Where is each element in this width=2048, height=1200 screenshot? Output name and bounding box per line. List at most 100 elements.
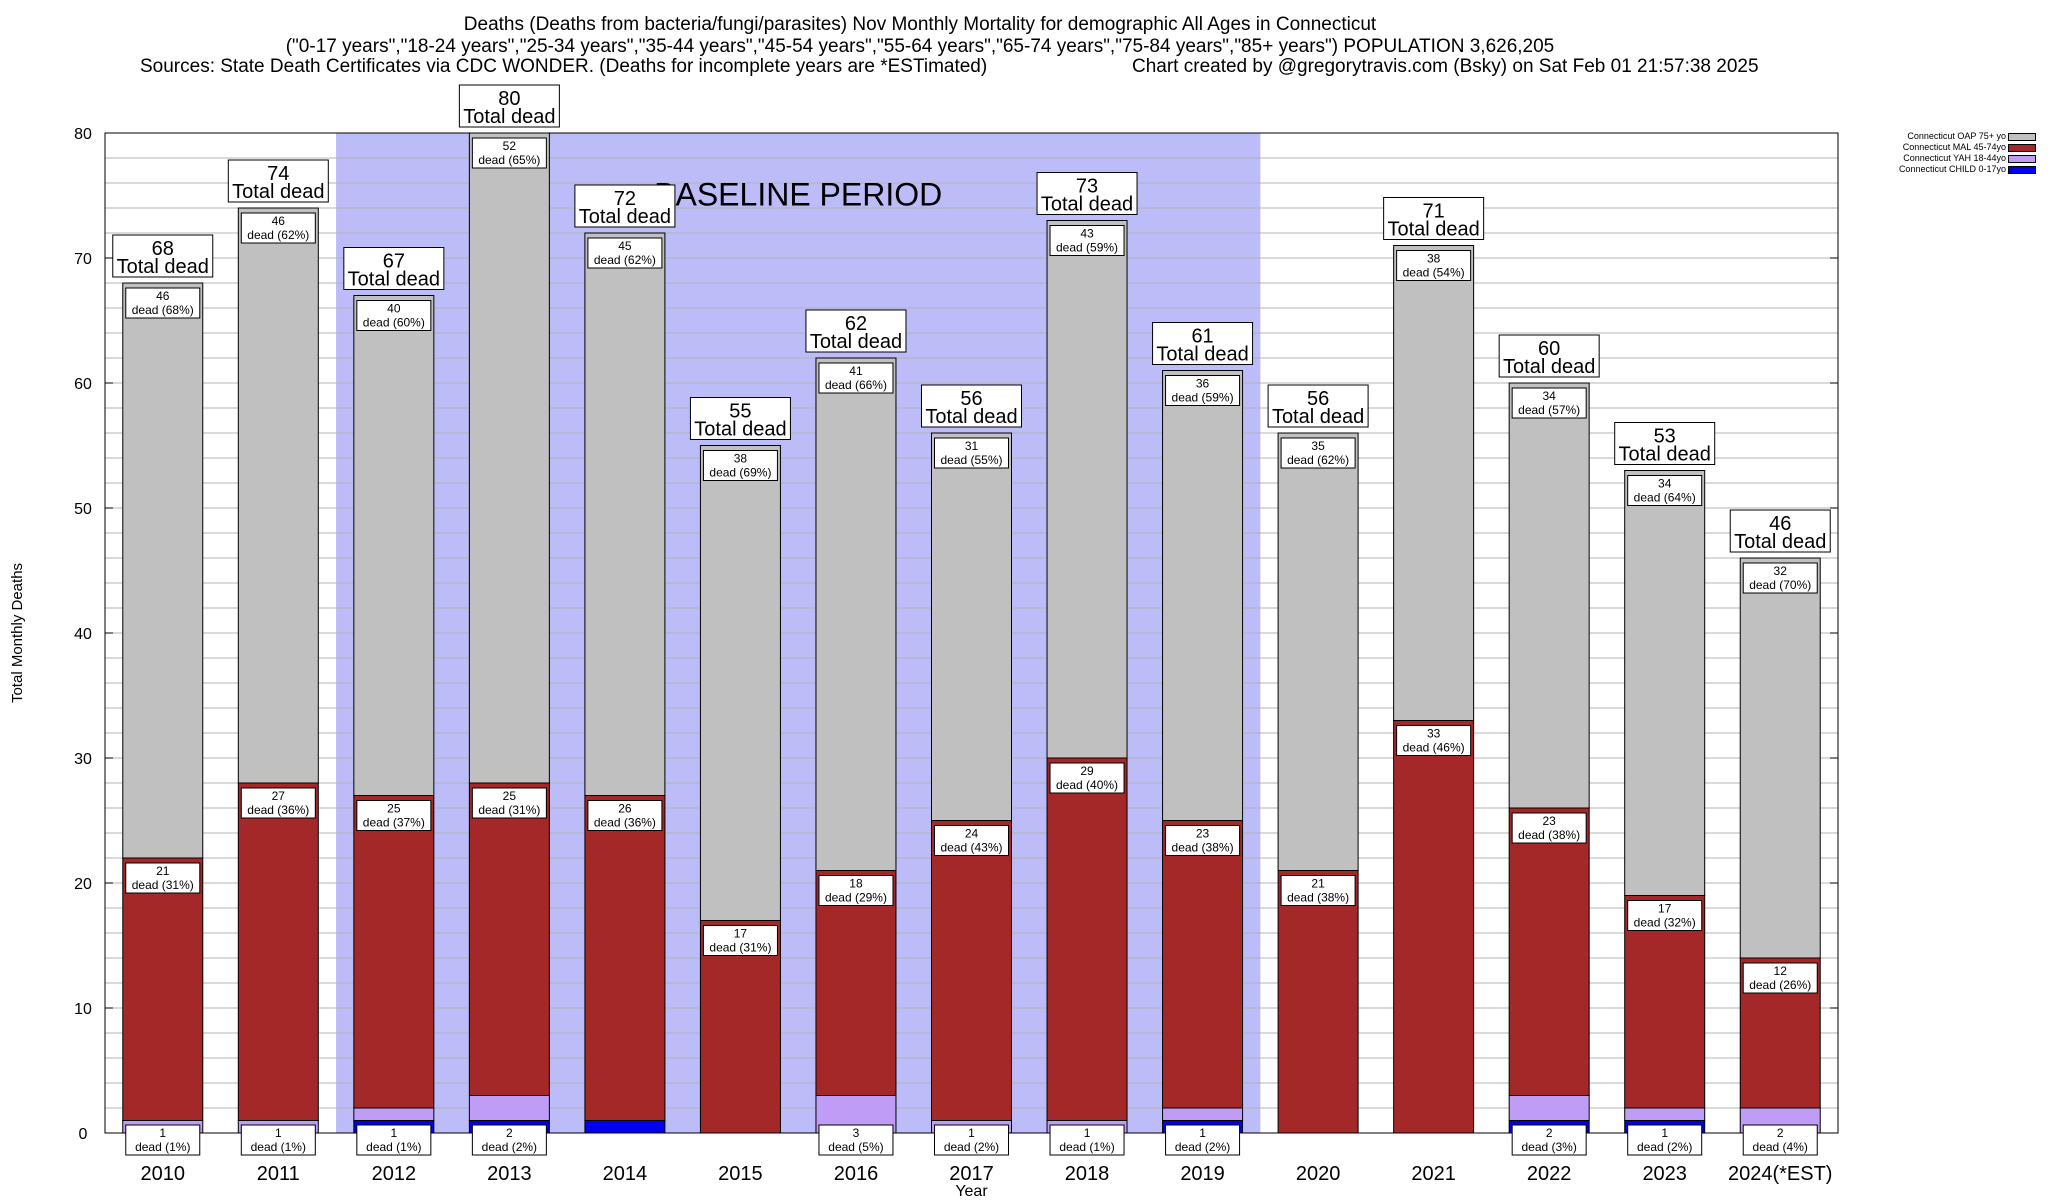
- bar-segment: [122, 857, 204, 1121]
- segment-label-box: [356, 800, 432, 831]
- total-label: Total dead: [1156, 344, 1248, 366]
- total-box: [689, 397, 791, 440]
- title-line-1: Deaths (Deaths from bacteria/fungi/paras…: [463, 14, 1377, 35]
- segment-value: 34: [1542, 389, 1556, 403]
- segment-pct: dead (37%): [363, 816, 425, 830]
- segment-pct: dead (69%): [709, 466, 771, 480]
- bar-segment: [237, 207, 319, 784]
- total-value: 71: [1423, 201, 1445, 223]
- segment-label-box: [125, 287, 201, 319]
- segment-pct: dead (3%): [1521, 1140, 1576, 1154]
- segment-pct: dead (54%): [1403, 266, 1465, 280]
- x-tick-label: 2020: [1296, 1163, 1341, 1185]
- segment-value: 52: [503, 139, 517, 153]
- bar-segment: [584, 795, 666, 1121]
- segment-label-box: [240, 212, 316, 244]
- bar-segment: [353, 1107, 435, 1121]
- segment-value: 38: [1427, 252, 1441, 266]
- segment-pct: dead (2%): [1637, 1140, 1692, 1154]
- segment-pct: dead (1%): [135, 1140, 190, 1154]
- bar-segment: [1162, 370, 1244, 821]
- legend-swatch: [2008, 155, 2036, 163]
- segment-value: 17: [734, 927, 748, 941]
- total-label: Total dead: [1387, 219, 1479, 241]
- bar-segment: [1739, 557, 1821, 959]
- bar-segment: [931, 432, 1012, 821]
- segment-label-box: [934, 825, 1009, 856]
- total-label: Total dead: [463, 106, 555, 128]
- segment-pct: dead (62%): [247, 228, 309, 242]
- segment-pct: dead (38%): [1518, 828, 1580, 842]
- segment-label-box: [587, 800, 663, 831]
- segment-value: 17: [1658, 902, 1672, 916]
- total-label: Total dead: [1503, 356, 1595, 378]
- segment-value: 33: [1427, 727, 1441, 741]
- segment-pct: dead (36%): [594, 816, 656, 830]
- y-tick-label: 80: [74, 126, 92, 143]
- segment-value: 43: [1080, 227, 1094, 241]
- segment-label-box: [702, 450, 778, 481]
- segment-label-box: [702, 925, 778, 956]
- y-axis-label: Total Monthly Deaths: [9, 563, 26, 703]
- total-value: 67: [383, 251, 405, 273]
- x-tick-label: 2018: [1065, 1163, 1110, 1185]
- segment-value: 12: [1774, 964, 1788, 978]
- total-label: Total dead: [1272, 406, 1364, 428]
- legend-label: Connecticut CHILD 0-17yo: [1898, 164, 2006, 174]
- total-box: [574, 184, 676, 228]
- total-box: [921, 384, 1022, 428]
- segment-pct: dead (70%): [1749, 578, 1811, 592]
- total-value: 72: [614, 188, 636, 210]
- segment-value: 1: [159, 1126, 166, 1140]
- bar-segment: [584, 232, 666, 796]
- segment-value: 1: [1084, 1126, 1091, 1140]
- total-value: 56: [960, 388, 982, 410]
- y-tick-label: 0: [79, 1126, 88, 1143]
- segment-value: 2: [1777, 1126, 1784, 1140]
- y-tick-label: 50: [74, 501, 92, 518]
- segment-label-box: [125, 862, 201, 894]
- bar-segment: [1046, 220, 1128, 759]
- total-value: 46: [1769, 513, 1791, 535]
- segment-pct: dead (62%): [1287, 453, 1349, 467]
- bar-segment: [1508, 1095, 1590, 1121]
- total-label: Total dead: [579, 206, 671, 228]
- total-box: [1498, 334, 1600, 378]
- segment-pct: dead (60%): [363, 316, 425, 330]
- segment-value: 23: [1196, 827, 1210, 841]
- legend-swatch: [2008, 166, 2036, 174]
- legend-swatch: [2008, 144, 2036, 152]
- x-tick-label: 2022: [1527, 1163, 1572, 1185]
- bar-segment: [353, 295, 435, 796]
- segment-value: 36: [1196, 377, 1210, 391]
- segment-label-box: [1742, 962, 1818, 994]
- segment-pct: dead (4%): [1753, 1140, 1808, 1154]
- segment-pct: dead (29%): [825, 891, 887, 905]
- segment-pct: dead (55%): [940, 453, 1002, 467]
- total-box: [343, 247, 445, 290]
- segment-value: 2: [506, 1126, 513, 1140]
- segment-pct: dead (31%): [709, 941, 771, 955]
- segment-pct: dead (26%): [1749, 978, 1811, 992]
- bar-segment: [815, 870, 897, 1096]
- legend: Connecticut OAP 75+ yo Connecticut MAL 45…: [1868, 131, 2038, 175]
- y-tick-label: 20: [74, 876, 92, 893]
- y-tick-label: 30: [74, 751, 92, 768]
- y-tick-label: 10: [74, 1001, 92, 1018]
- total-box: [458, 84, 560, 128]
- segment-label-box: [934, 437, 1009, 469]
- bar-segment: [468, 782, 550, 1096]
- segment-label-box: [934, 1124, 1009, 1156]
- segment-pct: dead (65%): [478, 153, 540, 167]
- segment-value: 27: [272, 789, 286, 803]
- segment-value: 34: [1658, 477, 1672, 491]
- total-label: Total dead: [117, 256, 209, 278]
- segment-pct: dead (38%): [1287, 891, 1349, 905]
- total-label: Total dead: [1619, 444, 1711, 466]
- segment-pct: dead (1%): [366, 1140, 421, 1154]
- total-box: [1614, 422, 1716, 465]
- segment-label-box: [1049, 762, 1125, 794]
- segment-pct: dead (2%): [482, 1140, 537, 1154]
- segment-label-box: [1396, 250, 1472, 281]
- x-tick-label: 2024(*EST): [1728, 1163, 1833, 1185]
